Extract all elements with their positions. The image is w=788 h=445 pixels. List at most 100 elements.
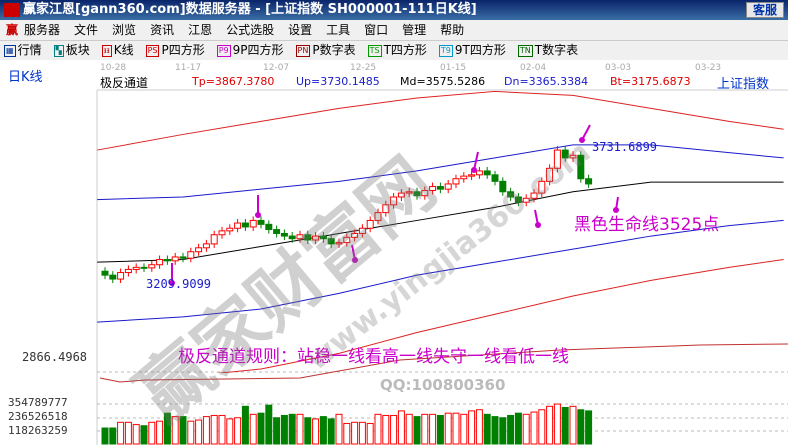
rule-note: 极反通道规则：站稳一线看高一线失守一线看低一线 (178, 347, 569, 367)
date-tick: 01-15 (440, 63, 467, 73)
date-tick: 12-07 (263, 63, 290, 73)
volume-bar (187, 420, 195, 445)
kline-chart[interactable]: 日K线 10-28 11-17 12-07 12-25 01-15 02-04 03-03 0… (0, 60, 788, 445)
candle-body (210, 234, 218, 245)
volume-bar (405, 413, 413, 445)
candle-body (195, 247, 203, 253)
band-md-line (97, 181, 784, 263)
volume-bar (163, 412, 171, 445)
candle-body (546, 167, 554, 182)
volume-bar (234, 417, 242, 445)
toolbar-sector-blocks-button[interactable]: ▚ 板块 (50, 41, 90, 60)
arrow-head (169, 280, 175, 286)
toolbar-ts-button[interactable]: TS T四方形 (364, 41, 427, 60)
toolbar-label: 9T四方形 (454, 43, 506, 57)
candle-body (241, 222, 249, 228)
menu-bar: 赢服务器 文件 浏览 资讯 江恩 公式选股 设置 工具 窗口 管理 帮助 (0, 20, 788, 40)
toolbar-ps-button[interactable]: PS P四方形 (142, 41, 205, 60)
candle-body (218, 230, 226, 236)
ps-icon: PS (145, 45, 160, 57)
menu-item[interactable]: 浏览 (112, 23, 137, 37)
vol-label-high: 354789777 (8, 396, 68, 409)
candle-body (483, 170, 491, 176)
menu-item[interactable]: 帮助 (440, 23, 465, 37)
toolbar-p9-button[interactable]: P9 9P四方形 (213, 41, 284, 60)
candle-body (569, 154, 577, 159)
pn-icon: PN (295, 45, 311, 57)
menu-logo-icon: 赢 (6, 23, 19, 37)
volume-bar (483, 413, 491, 445)
volume-bar (319, 416, 327, 445)
toolbar-label: P数字表 (312, 43, 356, 57)
menu-item[interactable]: 设置 (288, 23, 313, 37)
toolbar-quote-grid-button[interactable]: ▦ 行情 (0, 41, 42, 60)
ts-icon: TS (367, 45, 382, 57)
volume-bar (124, 421, 132, 445)
candle-body (109, 274, 117, 280)
date-tick: 02-04 (520, 63, 547, 73)
candle-body (522, 197, 530, 203)
candle-body (335, 242, 343, 245)
volume-bar (171, 416, 179, 445)
menu-item[interactable]: 窗口 (364, 23, 389, 37)
volume-bar (335, 413, 343, 445)
menu-item[interactable]: 工具 (326, 23, 351, 37)
candle-body (273, 229, 281, 234)
toolbar-pn-button[interactable]: PN P数字表 (292, 41, 356, 60)
readout-bt: Bt=3175.6873 (610, 75, 691, 88)
candle-body (491, 174, 499, 182)
candle-body (444, 183, 452, 190)
period-label[interactable]: 日K线 (8, 70, 43, 85)
candle-body (358, 227, 366, 234)
qq-watermark: QQ:100800360 (380, 376, 506, 394)
quote-grid-icon: ▦ (4, 45, 16, 57)
candle-body (514, 196, 522, 203)
volume-bar (351, 421, 359, 445)
volume-bar (374, 413, 382, 445)
candle-body (156, 259, 164, 266)
toolbar-tn-button[interactable]: TN T数字表 (514, 41, 578, 60)
app-logo-icon (4, 3, 20, 17)
menu-item[interactable]: 江恩 (188, 23, 213, 37)
candle-body (499, 180, 507, 193)
menu-item[interactable]: 资讯 (150, 23, 175, 37)
customer-service-button[interactable]: 客服 (745, 2, 784, 18)
readout-tp: Tp=3867.3780 (192, 75, 275, 88)
volume-bar (546, 405, 554, 445)
candle-body (179, 256, 187, 259)
menu-item[interactable]: 公式选股 (226, 23, 275, 37)
volume-bar (226, 418, 234, 445)
candle-body (327, 238, 335, 245)
menu-item[interactable]: 服务器 (24, 23, 61, 37)
volume-bar (358, 421, 366, 445)
volume-bar (117, 421, 125, 445)
candle-body (405, 191, 413, 194)
candle-body (202, 243, 210, 249)
candle-body (319, 235, 327, 240)
date-tick: 10-28 (100, 63, 127, 73)
indicator-name: 极反通道 (100, 76, 149, 90)
candle-body (585, 178, 593, 185)
arrow-head (579, 137, 585, 143)
volume-bar (179, 416, 187, 445)
volume-bar (475, 409, 483, 445)
toolbar-t9-button[interactable]: T9 9T四方形 (435, 41, 506, 60)
volume-bar (210, 414, 218, 445)
candle-body (132, 266, 140, 270)
vol-label-low: 118263259 (8, 424, 68, 437)
volume-bar (304, 417, 312, 445)
menu-item[interactable]: 管理 (402, 23, 427, 37)
window-title: 赢家江恩[gann360.com]数据服务器 - [上证指数 SH000001-… (23, 2, 477, 17)
volume-bar (436, 414, 444, 445)
volume-bar (413, 416, 421, 445)
volume-bar (288, 413, 296, 445)
volume-bar (257, 412, 265, 445)
toolbar-kline-button[interactable]: ᵻᵻ K线 (98, 41, 134, 60)
band-dn-line (97, 219, 784, 323)
menu-item[interactable]: 文件 (74, 23, 99, 37)
arrow-head (613, 207, 619, 213)
candle-body (507, 191, 515, 198)
candle-body (390, 196, 398, 206)
volume-bar (390, 414, 398, 445)
volume-bar (429, 413, 437, 445)
